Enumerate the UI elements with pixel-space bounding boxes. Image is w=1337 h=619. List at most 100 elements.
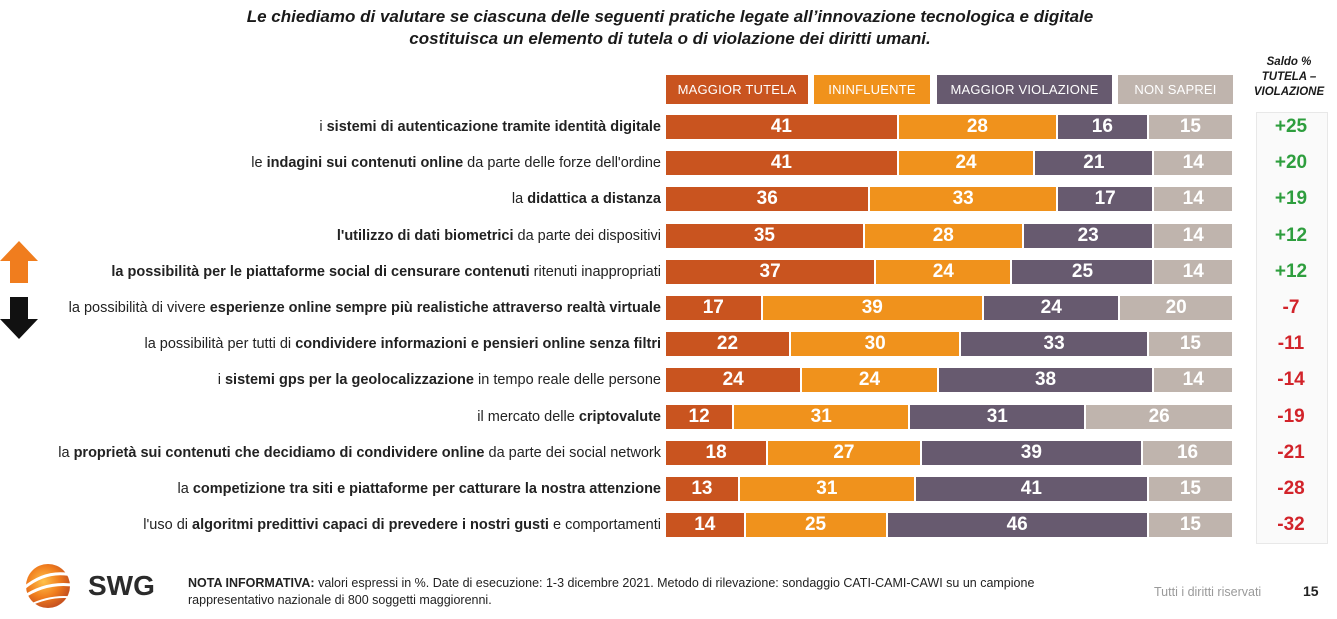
bar-segment-ininfluente: 28 xyxy=(898,115,1058,139)
saldo-value: +12 xyxy=(1274,261,1308,282)
row-label-part: competizione tra siti e piattaforme per … xyxy=(192,481,661,497)
bar-segment-non-saprei: 15 xyxy=(1148,513,1234,537)
saldo-value: -7 xyxy=(1282,297,1300,318)
row-label: il mercato delle criptovalute xyxy=(477,405,661,429)
bar-segment-maggior-violazione: 21 xyxy=(1035,151,1155,175)
saldo-value: +19 xyxy=(1274,188,1308,209)
legend-item-1: MAGGIOR TUTELA xyxy=(666,75,808,104)
chart-title: Le chiediamo di valutare se ciascuna del… xyxy=(150,6,1190,50)
bar-row: 35 28 23 14 xyxy=(666,224,1234,248)
bar-segment-maggior-tutela: 41 xyxy=(666,115,899,139)
bar-row: 17 39 24 20 xyxy=(666,296,1234,320)
row-label-part: la xyxy=(511,191,528,207)
bar-segment-ininfluente: 33 xyxy=(870,187,1058,211)
row-label: la possibilità per tutti di condividere … xyxy=(144,332,661,356)
bar-segment-maggior-tutela: 17 xyxy=(666,296,763,320)
row-label-part: e comportamenti xyxy=(548,517,661,533)
bar-segment-maggior-tutela: 37 xyxy=(666,260,877,284)
bar-row: 12 31 31 26 xyxy=(666,405,1234,429)
page-number: 15 xyxy=(1303,583,1319,599)
row-label-part: il mercato delle xyxy=(477,409,579,425)
saldo-header-line-2: TUTELA – xyxy=(1261,71,1317,83)
saldo-header-line-3: VIOLAZIONE xyxy=(1253,86,1325,98)
saldo-value: +20 xyxy=(1274,152,1308,173)
saldo-value: -28 xyxy=(1277,478,1305,499)
legend-item-4: NON SAPREI xyxy=(1118,75,1233,104)
row-label-part: criptovalute xyxy=(578,409,661,425)
bar-segment-maggior-tutela: 35 xyxy=(666,224,865,248)
bar-row: 18 27 39 16 xyxy=(666,441,1234,465)
row-label-part: algoritmi predittivi capaci di prevedere… xyxy=(192,517,549,533)
row-label: l'utilizzo di dati biometrici da parte d… xyxy=(337,224,661,248)
bar-segment-maggior-violazione: 39 xyxy=(921,441,1144,465)
row-label: la didattica a distanza xyxy=(512,187,661,211)
bar-segment-non-saprei: 14 xyxy=(1154,368,1234,392)
bar-row: 24 24 38 14 xyxy=(666,368,1234,392)
saldo-header: Saldo % TUTELA – VIOLAZIONE xyxy=(1242,55,1336,100)
footer-note: NOTA INFORMATIVA: valori espressi in %. … xyxy=(188,575,1068,609)
row-label-part: esperienze online sempre più realistiche… xyxy=(209,300,661,316)
bar-segment-non-saprei: 26 xyxy=(1086,405,1234,429)
row-label-part: l'utilizzo di dati biometrici xyxy=(336,228,514,244)
bar-segment-maggior-violazione: 17 xyxy=(1057,187,1155,211)
bar-row: 14 25 46 15 xyxy=(666,513,1234,537)
bar-segment-maggior-violazione: 38 xyxy=(938,368,1155,392)
row-label: la competizione tra siti e piattaforme p… xyxy=(178,477,661,501)
legend-item-2: ININFLUENTE xyxy=(814,75,930,104)
bar-row: 41 24 21 14 xyxy=(666,151,1234,175)
bar-segment-maggior-tutela: 12 xyxy=(666,405,735,429)
bar-segment-maggior-violazione: 33 xyxy=(961,332,1149,356)
row-label-part: la xyxy=(177,481,193,497)
legend-item-3: MAGGIOR VIOLAZIONE xyxy=(937,75,1112,104)
bar-segment-non-saprei: 20 xyxy=(1120,296,1234,320)
bar-segment-ininfluente: 28 xyxy=(864,224,1024,248)
bar-segment-non-saprei: 15 xyxy=(1148,332,1234,356)
row-label: la possibilità di vivere esperienze onli… xyxy=(69,296,661,320)
row-label-part: la possibilità per tutti di xyxy=(144,336,296,352)
row-label-part: la possibilità di vivere xyxy=(68,300,210,316)
bar-row: 36 33 17 14 xyxy=(666,187,1234,211)
saldo-value: -32 xyxy=(1277,514,1305,535)
row-label-part: da parte dei dispositivi xyxy=(513,228,661,244)
row-label-part: i xyxy=(319,119,327,135)
row-label-part: l'uso di xyxy=(143,517,193,533)
row-label-part: le xyxy=(251,155,267,171)
bar-segment-maggior-tutela: 41 xyxy=(666,151,899,175)
bar-segment-ininfluente: 25 xyxy=(745,513,888,537)
title-line-2: costituisca un elemento di tutela o di v… xyxy=(409,29,931,48)
row-label-part: i xyxy=(217,372,225,388)
saldo-value: -21 xyxy=(1277,442,1305,463)
bar-segment-maggior-violazione: 24 xyxy=(984,296,1121,320)
bar-segment-maggior-tutela: 36 xyxy=(666,187,871,211)
bar-segment-maggior-violazione: 41 xyxy=(915,477,1149,501)
bar-segment-maggior-violazione: 31 xyxy=(910,405,1087,429)
saldo-value: +12 xyxy=(1274,225,1308,246)
bar-segment-ininfluente: 24 xyxy=(876,260,1013,284)
title-line-1: Le chiediamo di valutare se ciascuna del… xyxy=(246,7,1094,26)
row-label-part: ritenuti inappropriati xyxy=(529,264,661,280)
swg-logo-text: SWG xyxy=(88,570,155,601)
bar-segment-maggior-violazione: 25 xyxy=(1012,260,1155,284)
bar-segment-maggior-tutela: 13 xyxy=(666,477,740,501)
row-label-part: indagini sui contenuti online xyxy=(266,155,464,171)
row-label: la proprietà sui contenuti che decidiamo… xyxy=(58,441,661,465)
saldo-value: -11 xyxy=(1277,333,1305,354)
saldo-value: +25 xyxy=(1274,116,1308,137)
bar-segment-maggior-violazione: 46 xyxy=(887,513,1149,537)
bar-segment-ininfluente: 31 xyxy=(734,405,911,429)
saldo-column-background xyxy=(1256,112,1328,544)
row-label: la possibilità per le piattaforme social… xyxy=(111,260,661,284)
bar-segment-ininfluente: 30 xyxy=(790,332,962,356)
bar-segment-ininfluente: 24 xyxy=(802,368,939,392)
note-label: NOTA INFORMATIVA: xyxy=(188,576,315,590)
note-text: valori espressi in %. Date di esecuzione… xyxy=(188,576,1035,607)
bar-row: 37 24 25 14 xyxy=(666,260,1234,284)
bar-segment-maggior-violazione: 23 xyxy=(1023,224,1155,248)
bar-row: 13 31 41 15 xyxy=(666,477,1234,501)
row-label-part: in tempo reale delle persone xyxy=(473,372,661,388)
bar-segment-ininfluente: 39 xyxy=(762,296,985,320)
bar-segment-ininfluente: 24 xyxy=(898,151,1036,175)
bar-segment-non-saprei: 15 xyxy=(1148,477,1234,501)
row-label-part: sistemi gps per la geolocalizzazione xyxy=(224,372,474,388)
down-arrow-icon xyxy=(0,297,38,339)
